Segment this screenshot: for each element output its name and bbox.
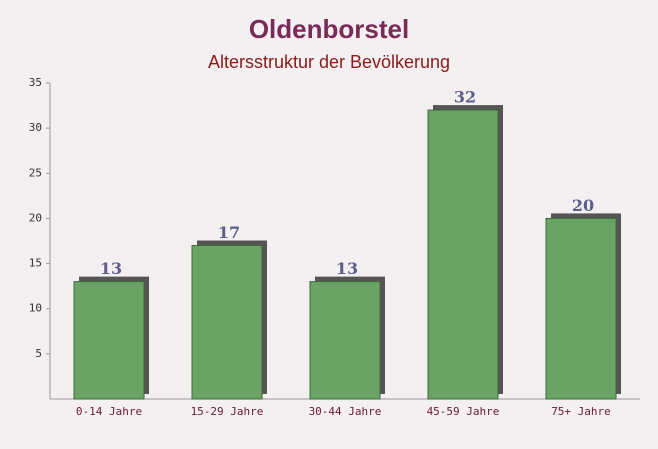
- bar: [545, 217, 617, 400]
- bar: [191, 245, 263, 400]
- y-tick-label: 10: [29, 302, 42, 315]
- y-tick-label: 25: [29, 166, 42, 179]
- y-tick-label: 15: [29, 257, 42, 270]
- y-tick-label: 20: [29, 211, 42, 224]
- value-label: 13: [100, 259, 122, 278]
- value-label: 13: [336, 259, 358, 278]
- y-tick-label: 5: [35, 347, 42, 360]
- bar: [309, 281, 381, 400]
- chart-title: Oldenborstel: [249, 14, 409, 44]
- chart-subtitle: Altersstruktur der Bevölkerung: [208, 52, 450, 72]
- x-tick-label: 45-59 Jahre: [427, 405, 500, 418]
- value-label: 20: [572, 196, 594, 215]
- value-label: 17: [218, 223, 240, 242]
- bar: [427, 109, 499, 400]
- x-tick-label: 15-29 Jahre: [191, 405, 264, 418]
- y-tick-label: 30: [29, 121, 42, 134]
- bar: [73, 281, 145, 400]
- y-tick-label: 35: [29, 76, 42, 89]
- x-tick-label: 30-44 Jahre: [309, 405, 382, 418]
- x-tick-label: 0-14 Jahre: [76, 405, 142, 418]
- value-label: 32: [454, 88, 476, 107]
- x-tick-label: 75+ Jahre: [551, 405, 611, 418]
